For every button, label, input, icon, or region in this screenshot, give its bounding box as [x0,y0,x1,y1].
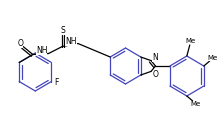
Text: Me: Me [186,38,196,44]
Text: Me: Me [208,55,218,61]
Text: NH: NH [36,46,48,55]
Text: O: O [17,39,23,48]
Text: O: O [153,70,159,79]
Text: N: N [152,53,158,62]
Text: S: S [61,26,66,35]
Text: Me: Me [191,101,201,107]
Text: F: F [54,78,58,87]
Text: NH: NH [65,37,77,46]
